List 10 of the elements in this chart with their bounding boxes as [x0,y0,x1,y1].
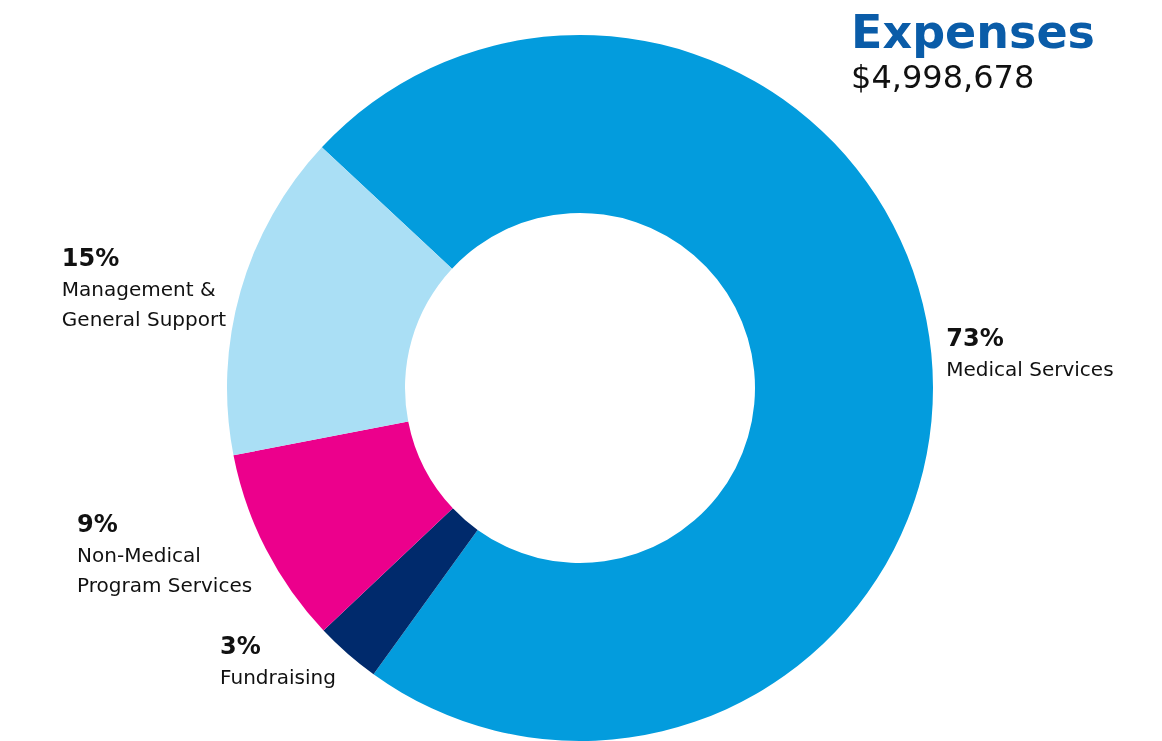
slice-label: Medical Services [946,356,1114,381]
slice-label: Management & General Support [61,276,227,331]
slice-label: Fundraising [220,665,336,690]
chart-title: Expenses [851,5,1096,59]
data-label: 9% [77,509,118,538]
data-label: 15% [61,243,120,272]
slice-label: Non-Medical Program Services [77,542,253,597]
data-label: 73% [946,323,1004,352]
text: $4,998,678 [851,58,1035,96]
data-label: 3% [220,632,261,661]
